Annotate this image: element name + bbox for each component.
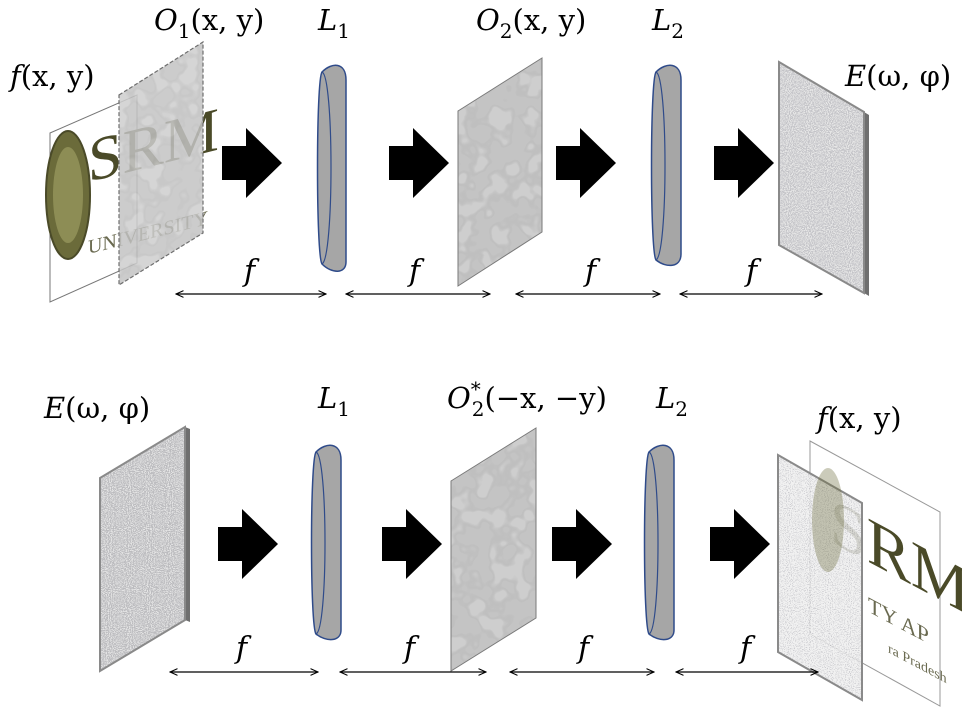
top-lens-1: [316, 64, 347, 272]
label-args: (x, y): [21, 59, 95, 93]
svg-text:f(x, y): f(x, y): [815, 401, 902, 435]
svg-text:O1(x, y): O1(x, y): [154, 3, 264, 43]
label-bottom-input: E(ω, φ): [43, 391, 150, 425]
svg-text:O2(x, y): O2(x, y): [476, 3, 586, 43]
svg-text:L2: L2: [655, 381, 688, 421]
svg-text:f(x, y): f(x, y): [8, 59, 95, 93]
label-main: O: [154, 3, 178, 37]
label-bottom-lens-2: L2: [655, 381, 688, 421]
focal-length-label: f: [234, 631, 252, 666]
arrow-icon: [710, 509, 770, 579]
logo-seal-icon: [812, 468, 844, 572]
focal-length-label: f: [744, 254, 762, 289]
svg-text:L1: L1: [317, 381, 350, 421]
focal-length-label: f: [576, 631, 594, 666]
svg-text:O*2(−x, −y): O* 2(−x, −y): [447, 377, 607, 421]
label-main: L: [317, 3, 337, 37]
arrow-icon: [714, 128, 774, 198]
label-main: E: [844, 59, 866, 93]
label-args: (x, y): [828, 401, 902, 435]
svg-text:L2: L2: [651, 3, 684, 43]
label-top-mask-1: O1(x, y): [154, 3, 264, 43]
label-sub: 2: [675, 397, 688, 421]
top-phase-mask-2: [457, 57, 543, 287]
top-encrypted-image: [778, 60, 869, 296]
label-main: L: [651, 3, 671, 37]
svg-text:E(ω, φ): E(ω, φ): [43, 391, 150, 425]
label-sub: 2: [472, 397, 485, 421]
label-top-lens-2: L2: [651, 3, 684, 43]
svg-text:E(ω, φ): E(ω, φ): [844, 59, 951, 93]
label-args: (x, y): [191, 3, 265, 37]
label-sub: 2: [671, 19, 684, 43]
label-args: (ω, φ): [866, 59, 951, 93]
arrow-icon: [222, 128, 282, 198]
label-args: (x, y): [513, 3, 587, 37]
label-sup: *: [471, 377, 481, 401]
top-arrows: [222, 128, 774, 198]
bottom-lens-1: [310, 444, 342, 641]
arrow-icon: [556, 128, 616, 198]
label-bottom-mask: O* 2(−x, −y): [447, 377, 607, 421]
arrow-icon: [382, 509, 442, 579]
focal-length-label: f: [738, 631, 756, 666]
label-main: O: [447, 381, 471, 415]
bottom-decrypted-image: SRM TY AP ra Pradesh: [777, 440, 962, 707]
arrow-icon: [389, 128, 449, 198]
focal-length-label: f: [407, 254, 425, 289]
svg-text:L1: L1: [317, 3, 350, 43]
label-sub: 2: [500, 19, 513, 43]
label-sub: 1: [337, 19, 350, 43]
arrow-icon: [218, 509, 278, 579]
label-args: (ω, φ): [65, 391, 150, 425]
bottom-arrows: [218, 509, 770, 579]
label-top-lens-1: L1: [317, 3, 350, 43]
label-main: O: [476, 3, 500, 37]
label-main: L: [317, 381, 337, 415]
label-sub: 1: [337, 397, 350, 421]
bottom-lens-2: [643, 444, 675, 641]
label-sub: 1: [178, 19, 191, 43]
arrow-icon: [552, 509, 612, 579]
top-lens-2: [650, 64, 682, 267]
label-bottom-lens-1: L1: [317, 381, 350, 421]
bottom-phase-mask-conjugate: [450, 427, 537, 672]
bottom-encrypted-image: [99, 425, 190, 673]
label-top-output: E(ω, φ): [844, 59, 951, 93]
label-args: (−x, −y): [485, 381, 607, 415]
focal-length-label: f: [583, 254, 601, 289]
focal-length-label: f: [242, 254, 260, 289]
label-main: E: [43, 391, 65, 425]
focal-length-label: f: [402, 631, 420, 666]
label-main: L: [655, 381, 675, 415]
label-top-mask-2: O2(x, y): [476, 3, 586, 43]
label-bottom-output: f(x, y): [815, 401, 902, 435]
label-top-input: f(x, y): [8, 59, 95, 93]
top-phase-mask-1: [118, 40, 204, 287]
